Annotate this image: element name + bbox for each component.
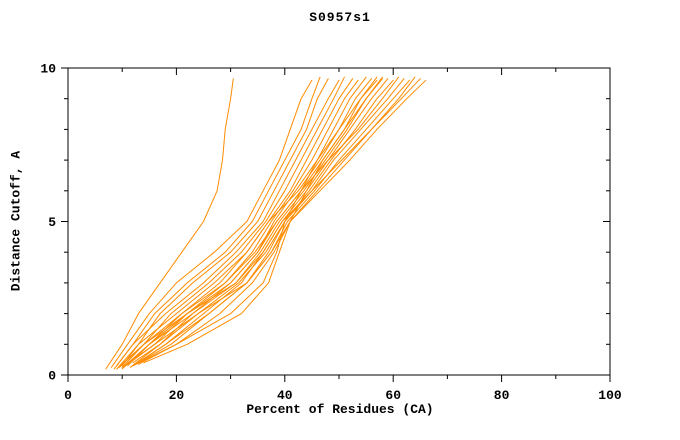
tick-marks — [61, 67, 611, 382]
model-curve — [127, 76, 383, 367]
x-tick-label: 0 — [64, 388, 72, 403]
model-curve — [143, 78, 383, 364]
model-curve — [121, 76, 400, 370]
model-curve — [116, 78, 421, 370]
model-curve — [124, 78, 354, 367]
model-curve — [132, 76, 367, 364]
model-curve — [116, 78, 372, 370]
x-tick-label: 20 — [169, 388, 185, 403]
y-axis-label: Distance Cutoff, A — [8, 150, 24, 292]
x-tick-label: 40 — [277, 388, 293, 403]
x-tick-label: 80 — [494, 388, 510, 403]
y-tick-label: 5 — [48, 215, 56, 230]
x-tick-label: 100 — [598, 388, 622, 403]
model-curve — [132, 79, 410, 367]
model-curve — [113, 79, 340, 370]
chart-title: S0957s1 — [309, 10, 371, 25]
x-tick-label: 60 — [385, 388, 401, 403]
model-curve — [132, 76, 378, 367]
model-curve — [121, 79, 378, 368]
model-curve — [110, 79, 313, 368]
x-axis-label: Percent of Residues (CA) — [246, 402, 434, 417]
y-tick-label: 10 — [40, 62, 56, 77]
model-curve — [127, 79, 359, 365]
tick-labels: 0 20 40 60 80 100 0 5 10 — [40, 62, 622, 404]
model-curve — [119, 76, 345, 368]
model-curve — [116, 76, 321, 367]
model-curve — [121, 79, 427, 368]
model-curve — [105, 78, 234, 370]
model-curve — [121, 78, 329, 367]
data-curves — [105, 76, 427, 370]
y-tick-label: 0 — [48, 369, 56, 384]
